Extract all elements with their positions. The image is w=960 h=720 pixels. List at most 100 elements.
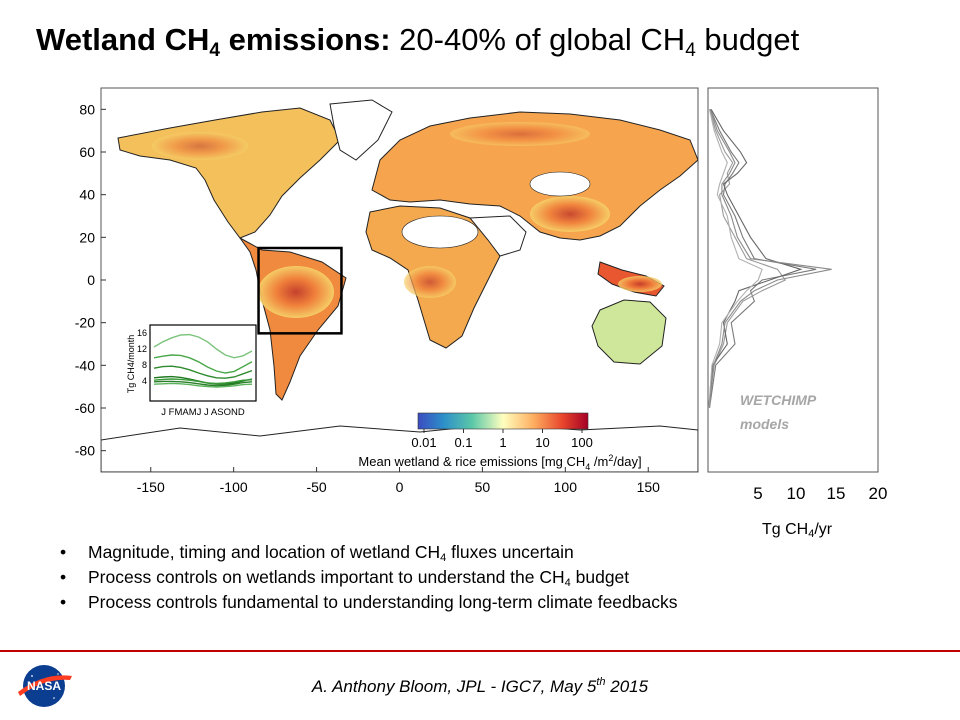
title-bold-end: emissions: (219, 22, 391, 57)
australia (591, 299, 667, 365)
map-xtick-label: -100 (220, 479, 248, 495)
footer-end: 2015 (605, 677, 649, 696)
profile-series-line (708, 109, 763, 409)
inset-series (153, 333, 253, 388)
amazon-hotspot (258, 266, 334, 318)
bullet-text: Process controls fundamental to understa… (88, 592, 678, 612)
map-ytick-label: 20 (79, 229, 95, 245)
bullet-list: Magnitude, timing and location of wetlan… (60, 540, 677, 615)
wetchimp-label: WETCHIMP models (740, 388, 816, 436)
map-ytick-label: -40 (75, 357, 95, 373)
profile-series-line (708, 109, 817, 409)
unit-sub: 4 (808, 528, 815, 540)
map-y-ticks: 80 60 40 20 0 -20 -40 -60 -80 (75, 101, 106, 459)
greenland (329, 99, 393, 161)
inset-ylabel: Tg CH4/month (126, 335, 136, 394)
title-rest-end: budget (695, 22, 800, 57)
title-bold-sub: 4 (209, 40, 220, 61)
profile-x-label: Tg CH4/yr (762, 521, 833, 540)
bullet-end: fluxes uncertain (446, 542, 574, 562)
continents (101, 99, 698, 472)
bullet-text: Process controls on wetlands important t… (88, 567, 565, 587)
colorbar-tick-label: 100 (571, 435, 593, 450)
colorbar-label: Mean wetland & rice emissions [mg CH4 /m… (358, 453, 641, 472)
inset-ytick-label: 4 (142, 376, 147, 386)
colorbar (417, 412, 589, 430)
map-x-ticks: -150 -100 -50 0 50 100 150 (137, 467, 660, 495)
colorbar-tick-label: 1 (499, 435, 506, 450)
inset-frame (149, 324, 257, 402)
map-xtick-label: 150 (637, 479, 661, 495)
inset-ytick-label: 8 (142, 360, 147, 370)
eurasia (371, 111, 698, 241)
profile-series (708, 109, 832, 409)
map-xtick-label: -50 (306, 479, 326, 495)
congo-hotspot (404, 266, 456, 298)
seasonal-inset: 16 12 8 4 Tg CH4/month J FMAMJ J ASOND (126, 324, 257, 418)
colorbar-tick-label: 0.1 (454, 435, 472, 450)
profile-xtick: 20 (868, 484, 888, 503)
bullet-end: budget (570, 567, 630, 587)
colorbar-tick-label: 10 (535, 435, 549, 450)
inset-series-line (153, 365, 253, 379)
profile-frame (707, 87, 879, 473)
central-asia-desert (529, 171, 591, 197)
profile-xtick: 15 (826, 484, 846, 503)
profile-x-ticks: 5 10 15 20 (728, 484, 898, 508)
profile-series-line (708, 109, 787, 409)
inset-y-ticks: 16 12 8 4 (137, 328, 147, 386)
south-america-box (257, 246, 343, 335)
bullet-item: Magnitude, timing and location of wetlan… (60, 540, 677, 565)
latitude-profile (707, 87, 879, 473)
bullet-text: Magnitude, timing and location of wetlan… (88, 542, 441, 562)
unit-suffix: /yr (814, 521, 833, 538)
bullet-item: Process controls fundamental to understa… (60, 590, 677, 615)
india-china-hotspot (530, 196, 610, 232)
map-ytick-label: 0 (87, 272, 95, 288)
bullet-sub: 4 (564, 577, 571, 589)
footer-text: A. Anthony Bloom, JPL - IGC7, May 5 (311, 677, 597, 696)
title-rest: 20-40% of global CH (390, 22, 686, 57)
map-ytick-label: -60 (75, 400, 95, 416)
map-ytick-label: 80 (79, 101, 95, 117)
wetchimp-line2: models (740, 416, 790, 432)
indonesia-hotspot (618, 276, 662, 292)
footer-credit: A. Anthony Bloom, JPL - IGC7, May 5th 20… (0, 677, 960, 697)
inset-series-line (153, 333, 253, 359)
profile-xtick: 10 (786, 484, 806, 503)
logo-text: NASA (27, 679, 61, 693)
arabia (468, 215, 527, 257)
inset-series-line (153, 380, 253, 387)
nasa-logo: NASA (18, 665, 72, 707)
inset-series-line (153, 354, 253, 374)
wetchimp-line1: WETCHIMP (740, 392, 817, 408)
inset-series-line (153, 382, 253, 388)
colorbar-ticks: 0.01 0.1 1 10 100 (411, 429, 593, 450)
emission-map: 80 60 40 20 0 -20 -40 -60 -80 -150 -100 -50 0 50 100 1… (75, 87, 699, 495)
inset-series-line (153, 378, 253, 385)
inset-xticks: J FMAMJ J ASOND (161, 407, 245, 418)
footer-divider (0, 650, 960, 652)
boreal-na-hotspot (152, 132, 248, 160)
bullet-sub: 4 (440, 552, 447, 564)
inset-ytick-label: 16 (137, 328, 147, 338)
map-ytick-label: 40 (79, 187, 95, 203)
slide-title: Wetland CH4 emissions: 20-40% of global … (36, 22, 800, 61)
map-ytick-label: 60 (79, 144, 95, 160)
sahara (401, 215, 479, 249)
profile-series-line (708, 109, 832, 409)
title-rest-sub: 4 (685, 40, 696, 61)
map-xtick-label: 0 (396, 479, 404, 495)
unit-prefix: Tg CH (762, 521, 809, 538)
map-xtick-label: 50 (475, 479, 491, 495)
map-ytick-label: -20 (75, 315, 95, 331)
inset-ytick-label: 12 (137, 344, 147, 354)
footer-sup: th (596, 676, 606, 688)
map-xtick-label: 100 (554, 479, 578, 495)
map-ytick-label: -80 (75, 443, 95, 459)
colorbar-tick-label: 0.01 (411, 435, 436, 450)
map-xtick-label: -150 (137, 479, 165, 495)
siberia-hotspot (450, 122, 590, 146)
bullet-item: Process controls on wetlands important t… (60, 565, 677, 590)
